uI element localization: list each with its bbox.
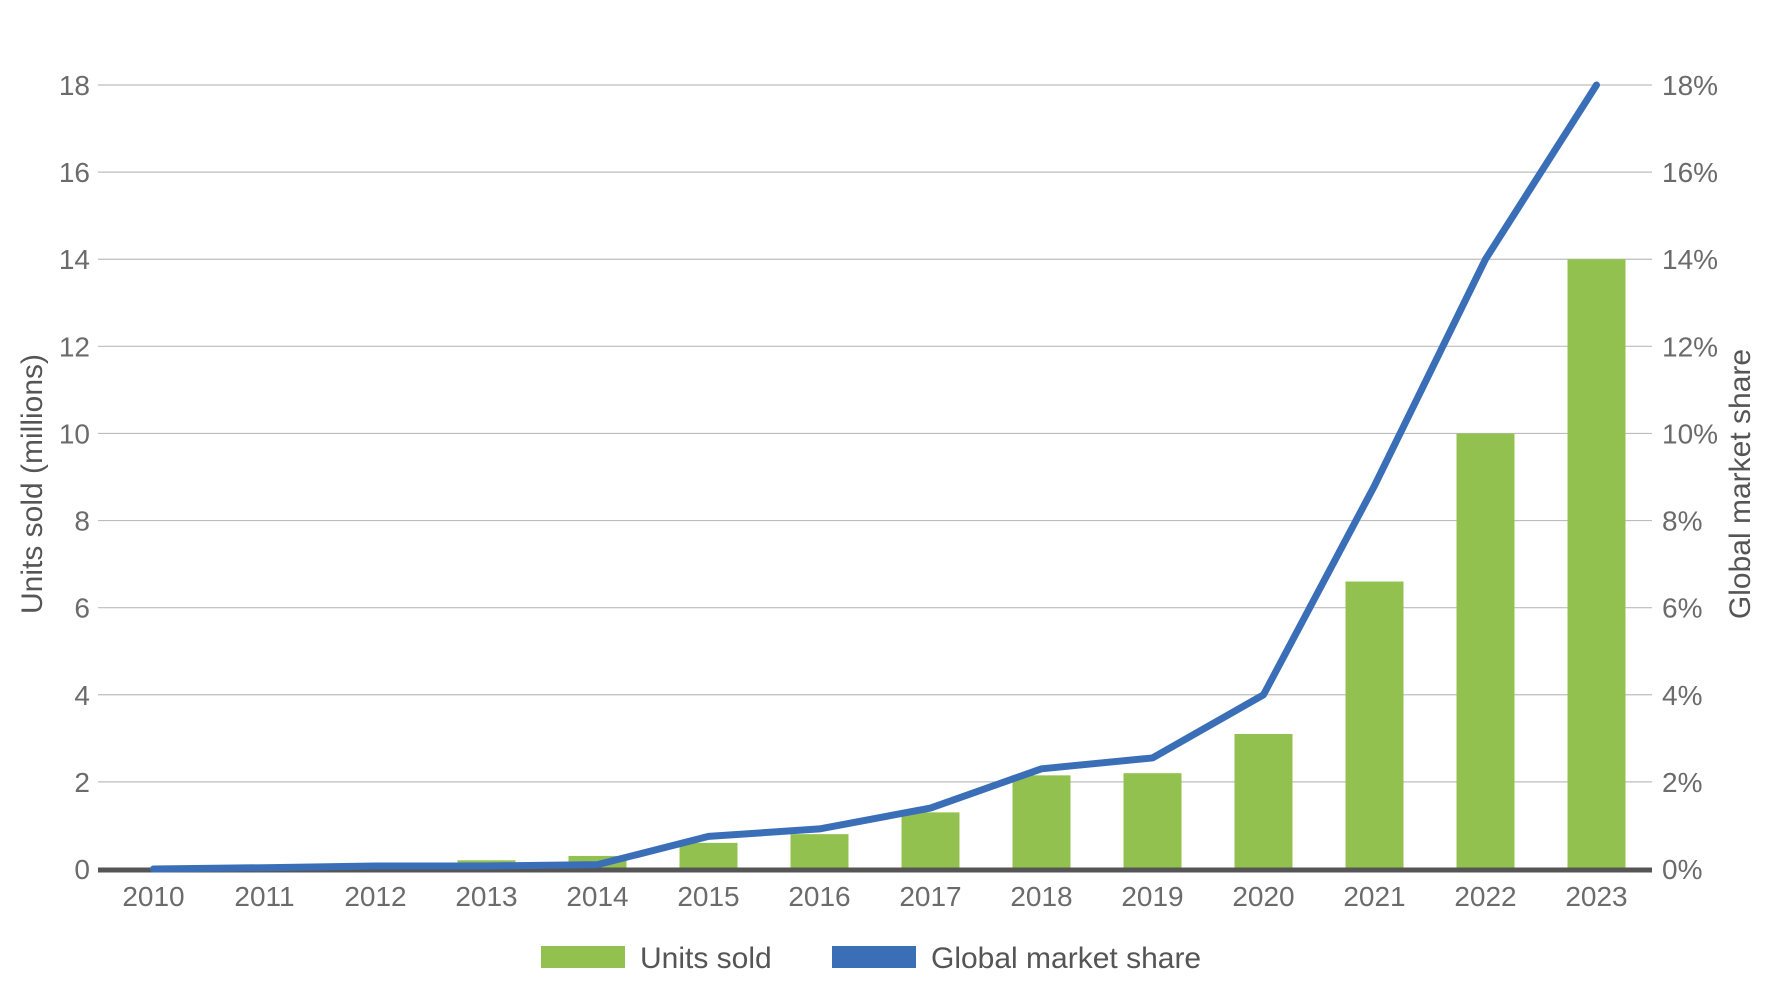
legend-label-market-share: Global market share <box>931 942 1201 975</box>
y2-tick-label: 0% <box>1662 854 1702 885</box>
x-tick-label: 2013 <box>455 881 517 912</box>
y2-tick-label: 14% <box>1662 244 1718 275</box>
y2-axis-ticks: 0% 2% 4% 6% 8% 10% 12% 14% 16% 18% <box>1662 70 1718 885</box>
y-axis-ticks: 0 2 4 6 8 10 12 14 16 18 <box>59 70 90 885</box>
y2-tick-label: 16% <box>1662 157 1718 188</box>
y2-tick-label: 10% <box>1662 418 1718 449</box>
bar-units-sold <box>679 842 738 869</box>
bar-units-sold <box>1123 773 1182 869</box>
x-tick-label: 2021 <box>1343 881 1405 912</box>
bar-units-sold <box>1234 733 1293 869</box>
bar-units-sold <box>1345 581 1404 869</box>
x-tick-label: 2015 <box>677 881 739 912</box>
x-tick-label: 2011 <box>234 881 294 912</box>
y-tick-label: 6 <box>74 593 90 624</box>
bar-units-sold <box>1567 259 1626 869</box>
legend: Units sold Global market share <box>541 942 1201 975</box>
x-tick-label: 2014 <box>566 881 628 912</box>
y2-tick-label: 6% <box>1662 593 1702 624</box>
market-share-line <box>150 81 1600 873</box>
x-tick-label: 2012 <box>344 881 406 912</box>
y-tick-label: 16 <box>59 157 90 188</box>
x-tick-label: 2022 <box>1454 881 1516 912</box>
y2-axis-title: Global market share <box>1724 349 1757 619</box>
x-tick-label: 2017 <box>899 881 961 912</box>
x-axis-ticks: 2010 2011 2012 2013 2014 2015 2016 2017 2018 2019… <box>122 881 1627 912</box>
y-tick-label: 8 <box>74 506 90 537</box>
y2-tick-label: 8% <box>1662 506 1702 537</box>
y-tick-label: 14 <box>59 244 90 275</box>
bar-units-sold <box>1456 433 1515 869</box>
x-tick-label: 2019 <box>1121 881 1183 912</box>
y-tick-label: 12 <box>59 331 90 362</box>
legend-swatch-market-share <box>832 946 916 968</box>
legend-label-units-sold: Units sold <box>640 942 772 975</box>
y2-tick-label: 12% <box>1662 331 1718 362</box>
y-tick-label: 4 <box>74 680 90 711</box>
y-tick-label: 2 <box>74 767 90 798</box>
y2-tick-label: 4% <box>1662 680 1702 711</box>
legend-swatch-units-sold <box>541 946 625 968</box>
x-tick-label: 2023 <box>1565 881 1627 912</box>
x-tick-label: 2018 <box>1010 881 1072 912</box>
y2-tick-label: 2% <box>1662 767 1702 798</box>
bar-units-sold <box>901 812 960 869</box>
x-tick-label: 2010 <box>122 881 184 912</box>
y-tick-label: 0 <box>74 854 90 885</box>
y2-tick-label: 18% <box>1662 70 1718 101</box>
y-axis-title: Units sold (millions) <box>16 354 49 614</box>
x-tick-label: 2016 <box>788 881 850 912</box>
bar-units-sold <box>1012 775 1071 869</box>
y-tick-label: 10 <box>59 418 90 449</box>
bar-series <box>124 259 1626 869</box>
bar-units-sold <box>790 834 849 869</box>
y-tick-label: 18 <box>59 70 90 101</box>
gridlines <box>98 84 1652 783</box>
x-tick-label: 2020 <box>1232 881 1294 912</box>
